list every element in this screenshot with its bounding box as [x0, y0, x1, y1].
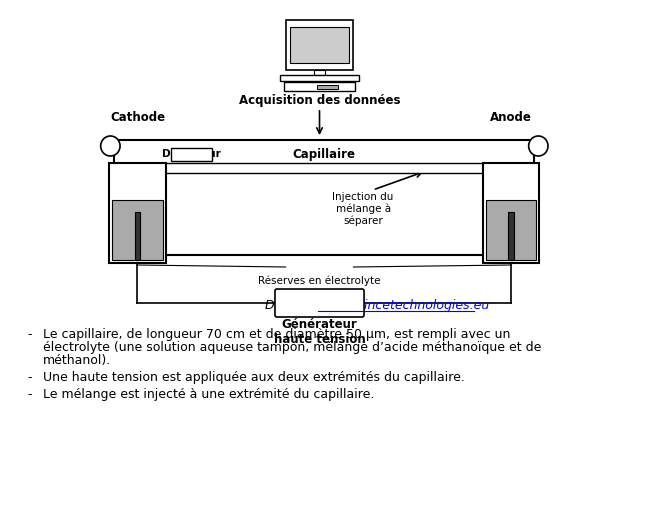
- Text: Anode: Anode: [490, 111, 532, 124]
- Text: D’après: D’après: [265, 299, 317, 312]
- Text: électrolyte (une solution aqueuse tampon, mélange d’acide méthanoïque et de: électrolyte (une solution aqueuse tampon…: [43, 341, 541, 354]
- Text: Cathode: Cathode: [110, 111, 165, 124]
- Text: www.princetechnologies.eu: www.princetechnologies.eu: [317, 299, 490, 312]
- Circle shape: [101, 136, 120, 156]
- Text: Le mélange est injecté à une extrémité du capillaire.: Le mélange est injecté à une extrémité d…: [43, 388, 374, 401]
- Text: méthanol).: méthanol).: [43, 354, 111, 367]
- Bar: [486, 200, 537, 260]
- FancyBboxPatch shape: [275, 289, 364, 317]
- Bar: [486, 200, 537, 260]
- Text: 0-30 kV: 0-30 kV: [297, 297, 342, 310]
- Text: Une haute tension est appliquée aux deux extrémités du capillaire.: Une haute tension est appliquée aux deux…: [43, 371, 465, 384]
- Bar: [317, 85, 338, 89]
- Bar: [135, 212, 141, 260]
- Text: +: +: [531, 137, 545, 155]
- Text: -: -: [27, 371, 32, 384]
- Text: Capillaire: Capillaire: [293, 148, 356, 161]
- Text: -: -: [27, 388, 32, 401]
- Text: Injection du
mélange à
séparer: Injection du mélange à séparer: [333, 192, 394, 226]
- Bar: [112, 200, 162, 260]
- Bar: [286, 20, 353, 70]
- Bar: [280, 75, 359, 81]
- Text: Acquisition des données: Acquisition des données: [239, 94, 400, 107]
- Text: Le capillaire, de longueur 70 cm et de diamètre 50 μm, est rempli avec un: Le capillaire, de longueur 70 cm et de d…: [43, 328, 510, 341]
- Text: Réserves en électrolyte: Réserves en électrolyte: [258, 275, 381, 286]
- Text: Générateur
haute tension: Générateur haute tension: [274, 318, 366, 346]
- Bar: [284, 82, 355, 91]
- Text: Détecteur: Détecteur: [162, 149, 221, 159]
- Circle shape: [529, 136, 548, 156]
- Bar: [114, 140, 535, 255]
- Bar: [314, 70, 325, 75]
- Bar: [290, 27, 348, 63]
- Bar: [112, 200, 162, 260]
- Bar: [172, 147, 212, 161]
- Bar: [483, 163, 539, 263]
- Bar: [126, 163, 523, 173]
- Text: −: −: [104, 137, 117, 155]
- Bar: [110, 163, 166, 263]
- Text: -: -: [27, 328, 32, 341]
- Bar: [508, 212, 514, 260]
